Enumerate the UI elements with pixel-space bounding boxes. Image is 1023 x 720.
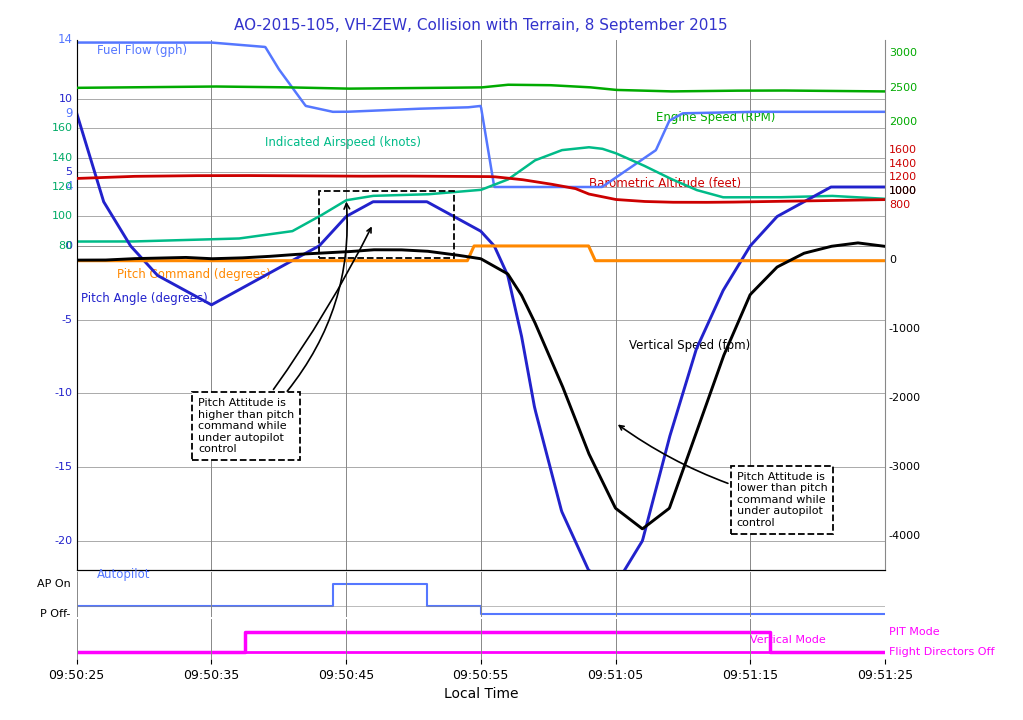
Text: -5: -5 bbox=[61, 315, 73, 325]
Text: 1000: 1000 bbox=[889, 186, 917, 197]
Text: 120: 120 bbox=[51, 182, 73, 192]
Text: -1000: -1000 bbox=[889, 324, 921, 334]
Text: Pitch Angle (degrees): Pitch Angle (degrees) bbox=[81, 292, 208, 305]
Text: Indicated Airspeed (knots): Indicated Airspeed (knots) bbox=[265, 136, 421, 149]
Text: PIT Mode: PIT Mode bbox=[889, 627, 939, 637]
Text: -10: -10 bbox=[54, 388, 73, 398]
Text: Engine Speed (RPM): Engine Speed (RPM) bbox=[656, 111, 775, 124]
Text: -3000: -3000 bbox=[889, 462, 921, 472]
Text: Fuel Flow (gph): Fuel Flow (gph) bbox=[97, 45, 187, 58]
Text: -20: -20 bbox=[54, 536, 73, 546]
X-axis label: Local Time: Local Time bbox=[444, 687, 518, 701]
Text: 4: 4 bbox=[65, 181, 73, 194]
Text: AP On: AP On bbox=[37, 579, 71, 588]
Text: 2500: 2500 bbox=[889, 83, 917, 93]
Text: 3000: 3000 bbox=[889, 48, 917, 58]
Text: 0: 0 bbox=[65, 241, 73, 251]
Text: 5: 5 bbox=[65, 167, 73, 177]
Bar bbox=[319, 192, 454, 258]
Text: 1200: 1200 bbox=[889, 172, 917, 182]
Text: Pitch Command (degrees): Pitch Command (degrees) bbox=[117, 269, 271, 282]
Text: Vertical Mode: Vertical Mode bbox=[750, 635, 826, 645]
Text: Barometric Altitude (feet): Barometric Altitude (feet) bbox=[588, 177, 741, 190]
Text: 160: 160 bbox=[52, 123, 73, 133]
Text: AO-2015-105, VH-ZEW, Collision with Terrain, 8 September 2015: AO-2015-105, VH-ZEW, Collision with Terr… bbox=[234, 18, 727, 33]
Text: -15: -15 bbox=[54, 462, 73, 472]
Text: 14: 14 bbox=[57, 33, 73, 46]
Text: Flight Directors Off: Flight Directors Off bbox=[889, 647, 994, 657]
Text: 1000: 1000 bbox=[889, 186, 917, 197]
Text: 10: 10 bbox=[58, 94, 73, 104]
Text: Vertical Speed (fpm): Vertical Speed (fpm) bbox=[629, 339, 750, 352]
Text: P Off-: P Off- bbox=[40, 608, 71, 618]
Text: Pitch Attitude is
lower than pitch
command while
under autopilot
control: Pitch Attitude is lower than pitch comma… bbox=[619, 426, 828, 528]
Text: 0: 0 bbox=[889, 255, 896, 265]
Text: 800: 800 bbox=[889, 200, 910, 210]
Text: 9: 9 bbox=[65, 107, 73, 120]
Text: Pitch Attitude is
higher than pitch
command while
under autopilot
control: Pitch Attitude is higher than pitch comm… bbox=[197, 228, 371, 454]
Text: Autopilot: Autopilot bbox=[97, 568, 150, 581]
Text: 1400: 1400 bbox=[889, 158, 917, 168]
Text: 100: 100 bbox=[52, 212, 73, 222]
Text: 2000: 2000 bbox=[889, 117, 917, 127]
Text: -2000: -2000 bbox=[889, 393, 921, 403]
Text: 80: 80 bbox=[58, 241, 73, 251]
Text: -4000: -4000 bbox=[889, 531, 921, 541]
Text: 140: 140 bbox=[51, 153, 73, 163]
Text: 1600: 1600 bbox=[889, 145, 917, 155]
